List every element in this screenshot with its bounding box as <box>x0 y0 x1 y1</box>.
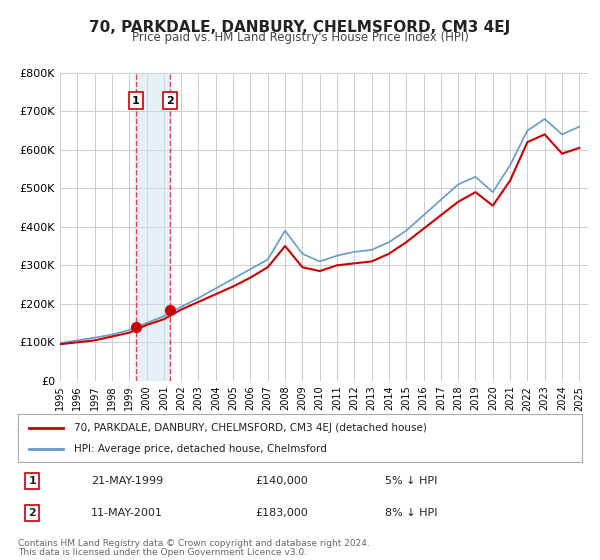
Text: This data is licensed under the Open Government Licence v3.0.: This data is licensed under the Open Gov… <box>18 548 307 557</box>
Text: 5% ↓ HPI: 5% ↓ HPI <box>385 476 437 486</box>
Text: £183,000: £183,000 <box>255 508 308 518</box>
Text: £140,000: £140,000 <box>255 476 308 486</box>
Text: Contains HM Land Registry data © Crown copyright and database right 2024.: Contains HM Land Registry data © Crown c… <box>18 539 370 548</box>
Text: 1: 1 <box>132 96 140 105</box>
Text: 21-MAY-1999: 21-MAY-1999 <box>91 476 164 486</box>
Text: Price paid vs. HM Land Registry's House Price Index (HPI): Price paid vs. HM Land Registry's House … <box>131 31 469 44</box>
Text: 11-MAY-2001: 11-MAY-2001 <box>91 508 163 518</box>
Text: 1: 1 <box>28 476 36 486</box>
Text: 2: 2 <box>28 508 36 518</box>
Text: 2: 2 <box>166 96 174 105</box>
Text: HPI: Average price, detached house, Chelmsford: HPI: Average price, detached house, Chel… <box>74 444 327 454</box>
Text: 70, PARKDALE, DANBURY, CHELMSFORD, CM3 4EJ: 70, PARKDALE, DANBURY, CHELMSFORD, CM3 4… <box>89 20 511 35</box>
Bar <box>136 73 170 381</box>
Text: 8% ↓ HPI: 8% ↓ HPI <box>385 508 437 518</box>
Text: 70, PARKDALE, DANBURY, CHELMSFORD, CM3 4EJ (detached house): 70, PARKDALE, DANBURY, CHELMSFORD, CM3 4… <box>74 423 427 433</box>
